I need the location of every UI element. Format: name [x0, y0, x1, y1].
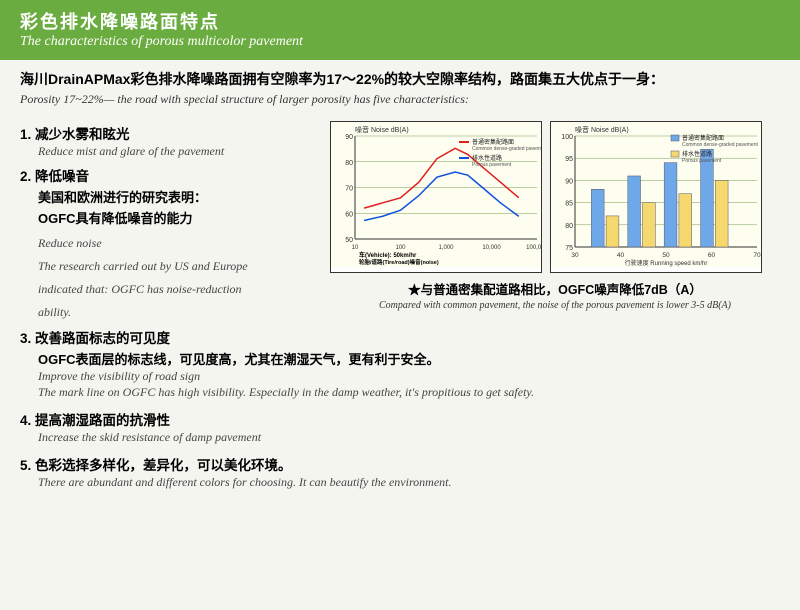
svg-text:75: 75 — [565, 245, 573, 252]
item5-cn: 5. 色彩选择多样化，差异化，可以美化环境。 — [20, 454, 780, 474]
upper-row: 1. 减少水雾和眩光 Reduce mist and glare of the … — [20, 117, 780, 321]
svg-text:10: 10 — [352, 245, 359, 251]
header-banner: 彩色排水降噪路面特点 The characteristics of porous… — [0, 0, 800, 60]
svg-text:90: 90 — [565, 178, 573, 185]
charts-column: 噪音 Noise dB(A) 50 60 70 80 90 10 100 1,000 10,000… — [330, 117, 780, 321]
svg-text:轮胎/道路(Tire/road)噪音(noise): 轮胎/道路(Tire/road)噪音(noise) — [359, 258, 439, 266]
svg-text:噪音 Noise dB(A): 噪音 Noise dB(A) — [575, 125, 629, 134]
item4-en: Increase the skid resistance of damp pav… — [20, 429, 780, 446]
charts-row: 噪音 Noise dB(A) 50 60 70 80 90 10 100 1,000 10,000… — [330, 121, 780, 273]
svg-text:排水性道路: 排水性道路 — [682, 150, 712, 158]
chart-caption-cn: ★与普通密集配道路相比，OGFC噪声降低7dB（A） — [330, 279, 780, 298]
item1-cn: 1. 减少水雾和眩光 — [20, 123, 324, 143]
item3-en-b: The mark line on OGFC has high visibilit… — [20, 384, 780, 401]
item2-en-d: ability. — [20, 304, 324, 321]
svg-text:Common dense-graded pavement: Common dense-graded pavement — [682, 142, 758, 148]
item4-cn: 4. 提高潮湿路面的抗滑性 — [20, 409, 780, 429]
svg-text:90: 90 — [345, 134, 353, 141]
item2-en-b: The research carried out by US and Europ… — [20, 258, 324, 275]
item3-en-a: Improve the visibility of road sign — [20, 368, 780, 385]
item3-cn: 3. 改善路面标志的可见度 — [20, 327, 780, 347]
svg-text:60: 60 — [345, 211, 353, 218]
item5-en: There are abundant and different colors … — [20, 474, 780, 491]
svg-text:80: 80 — [565, 222, 573, 229]
header-title-en: The characteristics of porous multicolor… — [20, 34, 780, 50]
svg-text:普通密集配路面: 普通密集配路面 — [682, 134, 724, 142]
svg-text:噪音 Noise dB(A): 噪音 Noise dB(A) — [355, 125, 409, 134]
item2-en-c: indicated that: OGFC has noise-reduction — [20, 281, 324, 298]
svg-text:1,000: 1,000 — [438, 245, 454, 251]
svg-text:100,000: 100,000 — [526, 245, 541, 251]
svg-text:85: 85 — [565, 200, 573, 207]
item2-sub2: OGFC具有降低噪音的能力 — [20, 208, 324, 227]
item2-cn: 2. 降低噪音 — [20, 165, 324, 185]
intro-cn: 海川DrainAPMax彩色排水降噪路面拥有空隙率为17～22%的较大空隙率结构… — [20, 70, 780, 90]
svg-text:10,000: 10,000 — [482, 245, 501, 251]
svg-text:30: 30 — [571, 252, 579, 259]
intro-en: Porosity 17~22%— the road with special s… — [20, 92, 780, 107]
content-area: 海川DrainAPMax彩色排水降噪路面拥有空隙率为17～22%的较大空隙率结构… — [0, 60, 800, 321]
item2-en-a: Reduce noise — [20, 235, 324, 252]
item1-en: Reduce mist and glare of the pavement — [20, 143, 324, 160]
svg-text:Porous pavement: Porous pavement — [682, 158, 722, 164]
item3-sub: OGFC表面层的标志线，可见度高，尤其在潮湿天气，更有利于安全。 — [20, 349, 780, 368]
chart-caption-en: Compared with common pavement, the noise… — [330, 300, 780, 311]
svg-text:50: 50 — [662, 252, 670, 259]
left-column: 1. 减少水雾和眩光 Reduce mist and glare of the … — [20, 117, 330, 321]
svg-text:车(Vehicle): 50km/hr: 车(Vehicle): 50km/hr — [359, 251, 417, 259]
svg-text:70: 70 — [345, 185, 353, 192]
noise-line-chart: 噪音 Noise dB(A) 50 60 70 80 90 10 100 1,000 10,000… — [330, 121, 542, 273]
lower-items: 3. 改善路面标志的可见度 OGFC表面层的标志线，可见度高，尤其在潮湿天气，更… — [0, 327, 800, 491]
svg-text:50: 50 — [345, 237, 353, 244]
svg-text:排水性道路: 排水性道路 — [472, 154, 502, 162]
svg-text:Common dense-graded pavement: Common dense-graded pavement — [472, 146, 541, 152]
svg-text:80: 80 — [345, 159, 353, 166]
svg-text:40: 40 — [617, 252, 625, 259]
svg-text:95: 95 — [565, 156, 573, 163]
item2-sub1: 美国和欧洲进行的研究表明： — [20, 187, 324, 206]
svg-text:100: 100 — [561, 134, 573, 141]
svg-text:行驶速度 Running speed km/hr: 行驶速度 Running speed km/hr — [625, 259, 708, 267]
svg-text:60: 60 — [708, 252, 716, 259]
svg-text:Porous pavement: Porous pavement — [472, 162, 512, 168]
svg-text:70: 70 — [753, 252, 761, 259]
noise-bar-chart: 噪音 Noise dB(A) 75 80 85 90 95 100 30 40 50 60 70 行驶速… — [550, 121, 762, 273]
svg-text:100: 100 — [395, 245, 406, 251]
header-title-cn: 彩色排水降噪路面特点 — [20, 8, 780, 34]
svg-text:普通密集配路面: 普通密集配路面 — [472, 138, 514, 146]
